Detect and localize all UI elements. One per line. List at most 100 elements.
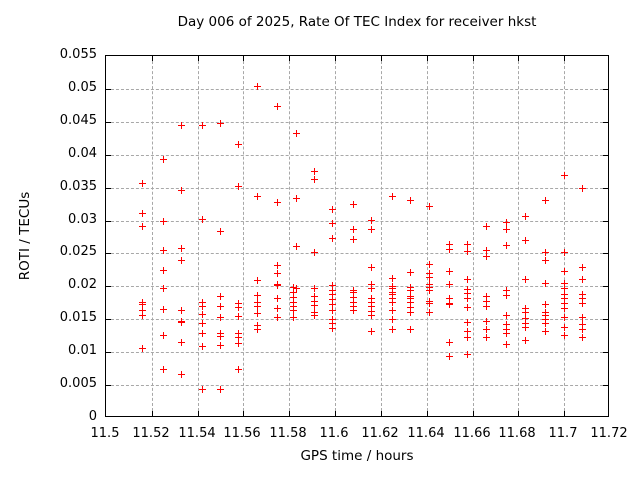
data-point-marker <box>274 261 282 269</box>
y-tick-mark <box>603 286 608 287</box>
data-point-marker <box>560 279 568 287</box>
x-tick-label: 11.7 <box>548 426 578 441</box>
y-tick-mark <box>603 319 608 320</box>
data-point-marker <box>560 295 568 303</box>
data-point-marker <box>388 306 396 314</box>
x-tick-mark <box>518 411 519 416</box>
data-point-marker <box>446 240 454 248</box>
data-point-marker <box>542 328 550 336</box>
data-point-marker <box>253 325 261 333</box>
data-point-marker <box>235 303 243 311</box>
x-tick-mark <box>335 411 336 416</box>
data-point-marker <box>329 296 337 304</box>
data-point-marker <box>579 314 586 322</box>
data-point-marker <box>217 385 225 393</box>
data-point-marker <box>178 187 186 195</box>
x-tick-mark <box>427 411 428 416</box>
data-point-marker <box>178 122 186 130</box>
y-tick-label: 0.01 <box>68 343 97 358</box>
data-point-marker <box>198 386 206 394</box>
data-point-marker <box>560 332 568 340</box>
data-point-marker <box>407 303 415 311</box>
data-point-marker <box>560 323 568 331</box>
data-point-marker <box>310 292 318 300</box>
data-point-marker <box>310 168 318 176</box>
data-point-marker <box>579 184 586 192</box>
horizontal-gridline <box>106 319 608 320</box>
data-point-marker <box>368 303 376 311</box>
data-point-marker <box>521 315 529 323</box>
chart-title: Day 006 of 2025, Rate Of TEC Index for r… <box>177 14 537 30</box>
data-point-marker <box>159 267 167 275</box>
data-point-marker <box>388 274 396 282</box>
data-point-marker <box>503 330 511 338</box>
data-point-marker <box>579 290 586 298</box>
data-point-marker <box>482 293 490 301</box>
data-point-marker <box>503 219 511 227</box>
data-point-marker <box>542 320 550 328</box>
vertical-gridline <box>427 56 428 416</box>
data-point-marker <box>235 330 243 338</box>
y-tick-mark <box>106 221 111 222</box>
data-point-marker <box>368 311 376 319</box>
y-tick-mark <box>106 89 111 90</box>
horizontal-gridline <box>106 253 608 254</box>
data-point-marker <box>521 309 529 317</box>
data-point-marker <box>482 246 490 254</box>
x-tick-mark <box>473 411 474 416</box>
data-point-marker <box>290 302 298 310</box>
data-point-marker <box>198 343 206 351</box>
data-point-marker <box>542 257 550 265</box>
vertical-gridline <box>518 56 519 416</box>
data-point-marker <box>446 280 454 288</box>
x-tick-mark <box>152 56 153 61</box>
y-tick-label: 0.025 <box>59 244 97 259</box>
data-point-marker <box>198 310 206 318</box>
data-point-marker <box>425 269 433 277</box>
x-tick-label: 11.54 <box>178 426 216 441</box>
y-tick-mark <box>106 286 111 287</box>
data-point-marker <box>503 340 511 348</box>
x-tick-mark <box>198 411 199 416</box>
data-point-marker <box>521 304 529 312</box>
data-point-marker <box>542 279 550 287</box>
data-point-marker <box>217 120 225 128</box>
data-point-marker <box>235 141 243 149</box>
data-point-marker <box>159 247 167 255</box>
data-point-marker <box>217 342 225 350</box>
data-point-marker <box>368 328 376 336</box>
data-point-marker <box>198 330 206 338</box>
data-point-marker <box>579 276 586 284</box>
data-point-marker <box>446 339 454 347</box>
data-point-marker <box>560 314 568 322</box>
x-tick-mark <box>427 56 428 61</box>
data-point-marker <box>290 283 298 291</box>
x-tick-label: 11.66 <box>453 426 491 441</box>
data-point-marker <box>235 340 243 348</box>
data-point-marker <box>329 291 337 299</box>
data-point-marker <box>464 240 472 248</box>
data-point-marker <box>464 333 472 341</box>
x-tick-label: 11.56 <box>223 426 261 441</box>
vertical-gridline <box>564 56 565 416</box>
y-tick-label: 0.035 <box>59 179 97 194</box>
x-tick-label: 11.52 <box>132 426 170 441</box>
horizontal-gridline <box>106 385 608 386</box>
data-point-marker <box>178 339 186 347</box>
data-point-marker <box>139 180 147 188</box>
vertical-gridline <box>473 56 474 416</box>
data-point-marker <box>253 298 261 306</box>
data-point-marker <box>159 365 167 373</box>
data-point-marker <box>521 236 529 244</box>
data-point-marker <box>579 299 586 307</box>
data-point-marker <box>388 326 396 334</box>
data-point-marker <box>310 248 318 256</box>
data-point-marker <box>253 309 261 317</box>
horizontal-gridline <box>106 286 608 287</box>
data-point-marker <box>560 285 568 293</box>
data-point-marker <box>368 226 376 234</box>
data-point-marker <box>329 286 337 294</box>
data-point-marker <box>482 298 490 305</box>
y-tick-mark <box>106 188 111 189</box>
data-point-marker <box>274 295 282 303</box>
